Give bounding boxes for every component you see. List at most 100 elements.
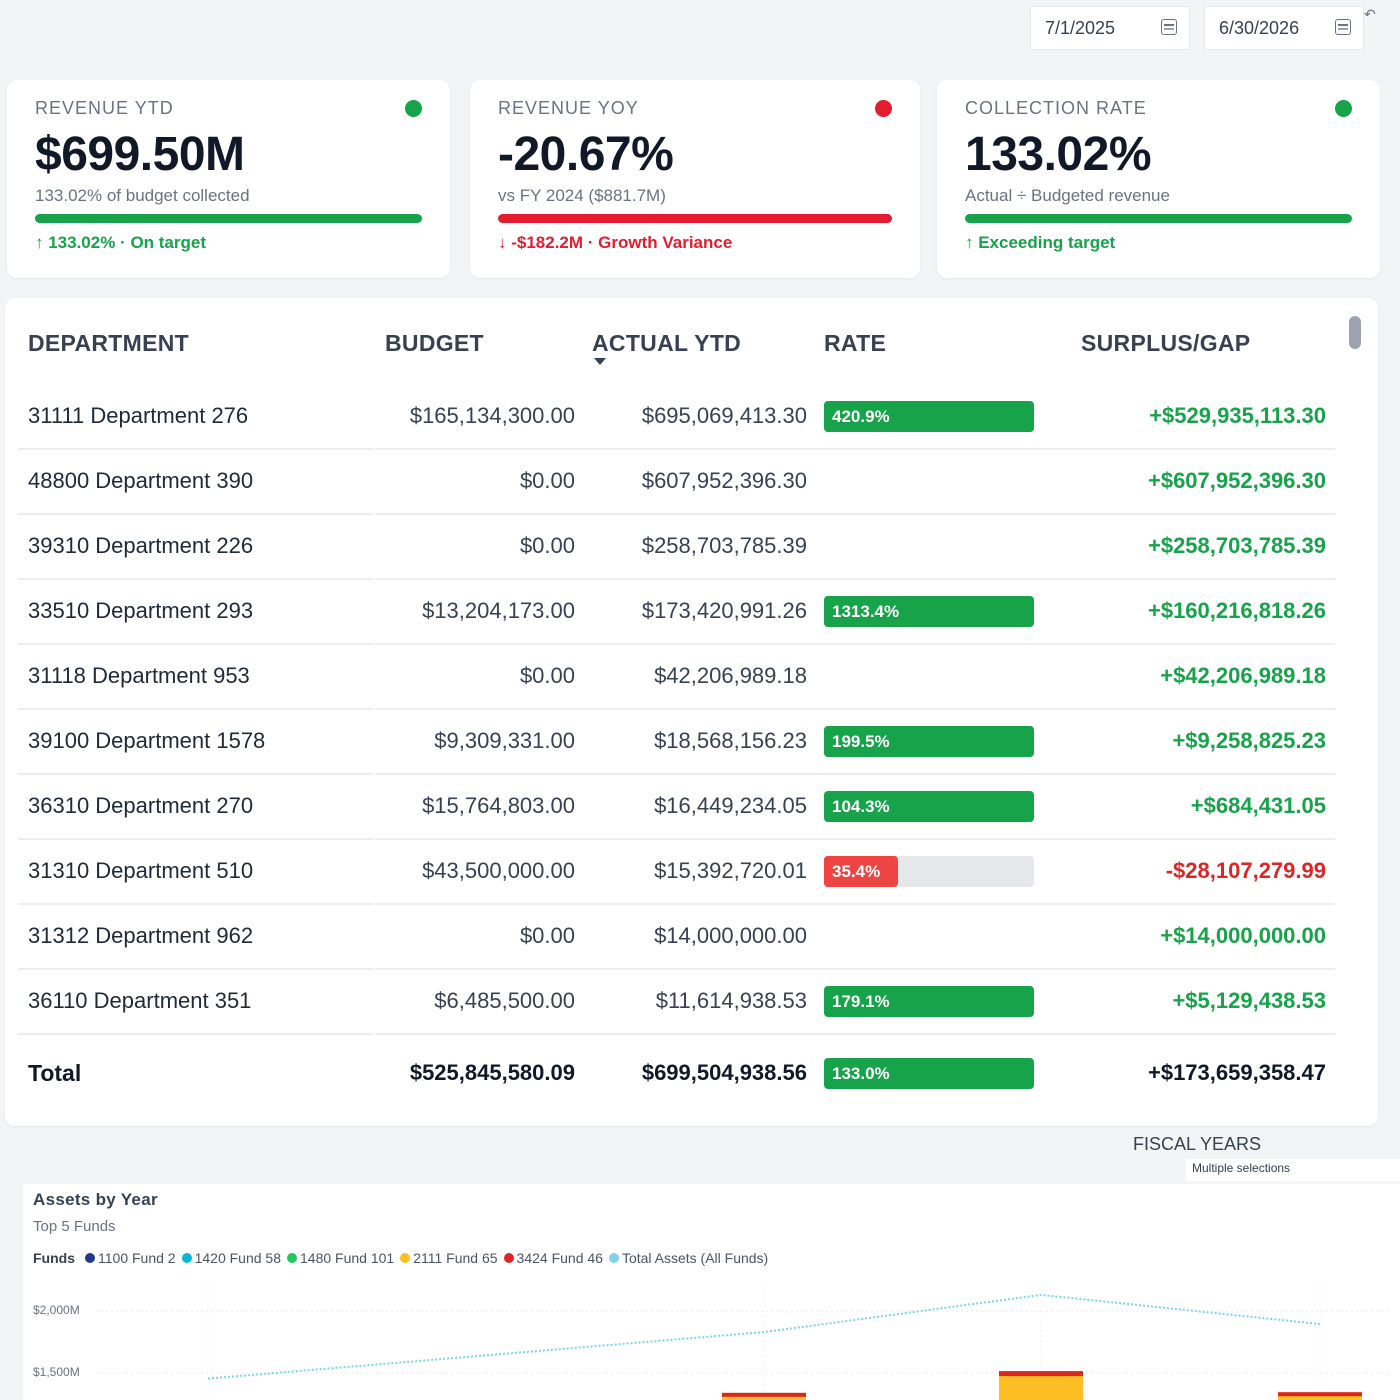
table-row[interactable]: 39100 Department 1578 $9,309,331.00 $18,56…	[18, 710, 1335, 775]
budget-cell: $525,845,580.09	[409, 1060, 575, 1085]
table-row[interactable]: 31111 Department 276 $165,134,300.00 $695,…	[18, 385, 1335, 450]
legend-label: 1420 Fund 58	[194, 1250, 281, 1266]
kpi-label: COLLECTION RATE	[965, 98, 1147, 118]
rate-bar: 199.5%	[824, 726, 1034, 757]
table-scrollbar[interactable]	[1349, 316, 1361, 349]
kpi-subtitle: Actual ÷ Budgeted revenue	[965, 186, 1170, 205]
legend-swatch-icon	[181, 1253, 192, 1263]
status-dot-icon	[875, 100, 892, 117]
surplus-gap-cell: +$173,659,358.47	[1147, 1060, 1326, 1085]
surplus-gap-cell: +$258,703,785.39	[1147, 533, 1326, 558]
kpi-progress-bar	[498, 214, 892, 223]
header-actual-ytd[interactable]: ACTUAL YTD	[592, 330, 742, 356]
actual-ytd-cell: $18,568,156.23	[654, 728, 807, 753]
end-date-input[interactable]: 6/30/2026	[1204, 6, 1364, 50]
legend-swatch-icon	[287, 1253, 297, 1263]
legend-item[interactable]: Total Assets (All Funds)	[608, 1250, 769, 1266]
table-row[interactable]: 36310 Department 270 $15,764,803.00 $16,44…	[18, 775, 1335, 840]
kpi-card-revenue-yoy: REVENUE YOY -20.67% vs FY 2024 ($881.7M)…	[470, 80, 920, 278]
header-department[interactable]: DEPARTMENT	[28, 330, 190, 356]
kpi-value: $699.50M	[35, 128, 245, 181]
table-total-row[interactable]: Total $525,845,580.09 $699,504,938.56 +$173…	[18, 1042, 1335, 1107]
status-dot-icon	[405, 100, 422, 117]
surplus-gap-cell: +$14,000,000.00	[1160, 923, 1326, 948]
budget-cell: $0.00	[519, 533, 575, 558]
row-divider	[375, 1033, 1335, 1035]
surplus-gap-cell: +$529,935,113.30	[1149, 403, 1326, 428]
legend-item[interactable]: 1100 Fund 2	[85, 1250, 176, 1266]
department-cell: 31312 Department 962	[28, 923, 254, 948]
table-row[interactable]: 33510 Department 293 $13,204,173.00 $173,4…	[18, 580, 1335, 645]
chart-subtitle: Top 5 Funds	[33, 1218, 116, 1235]
kpi-progress-bar	[965, 214, 1352, 223]
row-divider	[18, 708, 373, 710]
rate-bar-track: 420.9%	[824, 401, 1034, 432]
budget-cell: $0.00	[519, 468, 575, 493]
row-divider	[375, 578, 1335, 580]
legend-swatch-icon	[608, 1253, 619, 1263]
rate-bar: 133.0%	[824, 1058, 1034, 1089]
header-rate[interactable]: RATE	[824, 330, 887, 356]
calendar-icon[interactable]	[1335, 19, 1351, 35]
table-row[interactable]: 36110 Department 351 $6,485,500.00 $11,614…	[18, 970, 1335, 1035]
kpi-card-collection-rate: COLLECTION RATE 133.02% Actual ÷ Budgete…	[937, 80, 1380, 278]
legend-swatch-icon	[400, 1253, 411, 1263]
budget-cell: $13,204,173.00	[422, 598, 575, 623]
actual-ytd-cell: $699,504,938.56	[641, 1060, 807, 1085]
budget-cell: $43,500,000.00	[422, 858, 575, 883]
legend-item[interactable]: 3424 Fund 46	[503, 1250, 603, 1266]
actual-ytd-cell: $607,952,396.30	[641, 468, 807, 493]
rate-bar-track: 133.0%	[824, 1058, 1034, 1089]
reset-icon[interactable]: ↶	[1364, 6, 1376, 22]
table-row[interactable]: 48800 Department 390 $0.00 $607,952,396.30…	[18, 450, 1335, 515]
table-row[interactable]: 31118 Department 953 $0.00 $42,206,989.18 +…	[18, 645, 1335, 710]
total-assets-line	[207, 1293, 1321, 1380]
row-divider	[375, 773, 1335, 775]
calendar-icon[interactable]	[1161, 19, 1177, 35]
row-divider	[18, 968, 373, 970]
table-row[interactable]: 39310 Department 226 $0.00 $258,703,785.39…	[18, 515, 1335, 580]
row-divider	[18, 578, 373, 580]
fiscal-years-slicer[interactable]: Multiple selections	[1186, 1159, 1400, 1181]
y-tick-label: $2,000M	[33, 1303, 80, 1317]
start-date-input[interactable]: 7/1/2025	[1030, 6, 1190, 50]
kpi-label: REVENUE YTD	[35, 98, 174, 118]
department-cell: 33510 Department 293	[28, 598, 254, 623]
legend-label: 1100 Fund 2	[98, 1250, 176, 1266]
budget-cell: $9,309,331.00	[434, 728, 575, 753]
actual-ytd-cell: $258,703,785.39	[641, 533, 807, 558]
bar-segment	[999, 1371, 1083, 1377]
row-divider	[18, 448, 373, 450]
surplus-gap-cell: +$5,129,438.53	[1172, 988, 1326, 1013]
row-divider	[375, 513, 1335, 515]
kpi-value: 133.02%	[965, 128, 1152, 181]
rate-bar-track: 1313.4%	[824, 596, 1034, 627]
budget-cell: $165,134,300.00	[409, 403, 575, 428]
budget-cell: $0.00	[519, 923, 575, 948]
table-row[interactable]: 31312 Department 962 $0.00 $14,000,000.00 +…	[18, 905, 1335, 970]
legend-label: 2111 Fund 65	[413, 1250, 498, 1266]
kpi-progress-bar	[35, 214, 422, 223]
legend-item[interactable]: 2111 Fund 65	[400, 1250, 498, 1266]
legend-swatch-icon	[85, 1253, 95, 1263]
legend-item[interactable]: 1420 Fund 58	[181, 1250, 281, 1266]
header-budget[interactable]: BUDGET	[385, 330, 484, 356]
department-cell: 39310 Department 226	[28, 533, 254, 558]
kpi-subtitle: vs FY 2024 ($881.7M)	[498, 186, 666, 205]
legend-item[interactable]: 1480 Fund 101	[287, 1250, 394, 1266]
kpi-label: REVENUE YOY	[498, 98, 639, 118]
kpi-card-revenue-ytd: REVENUE YTD $699.50M 133.02% of budget c…	[7, 80, 450, 278]
start-date-value: 7/1/2025	[1045, 17, 1116, 38]
row-divider	[18, 1033, 373, 1035]
rate-bar: 420.9%	[824, 401, 1034, 432]
actual-ytd-cell: $16,449,234.05	[654, 793, 807, 818]
department-cell: 39100 Department 1578	[28, 728, 266, 753]
legend-label: Total Assets (All Funds)	[621, 1250, 769, 1266]
table-row[interactable]: 31310 Department 510 $43,500,000.00 $15,39…	[18, 840, 1335, 905]
actual-ytd-cell: $695,069,413.30	[641, 403, 807, 428]
rate-bar: 35.4%	[824, 856, 899, 887]
department-table	[5, 298, 1378, 1126]
header-surplus-gap[interactable]: SURPLUS/GAP	[1081, 330, 1251, 356]
actual-ytd-cell: $11,614,938.53	[655, 988, 807, 1013]
assets-chart	[23, 1184, 1400, 1400]
